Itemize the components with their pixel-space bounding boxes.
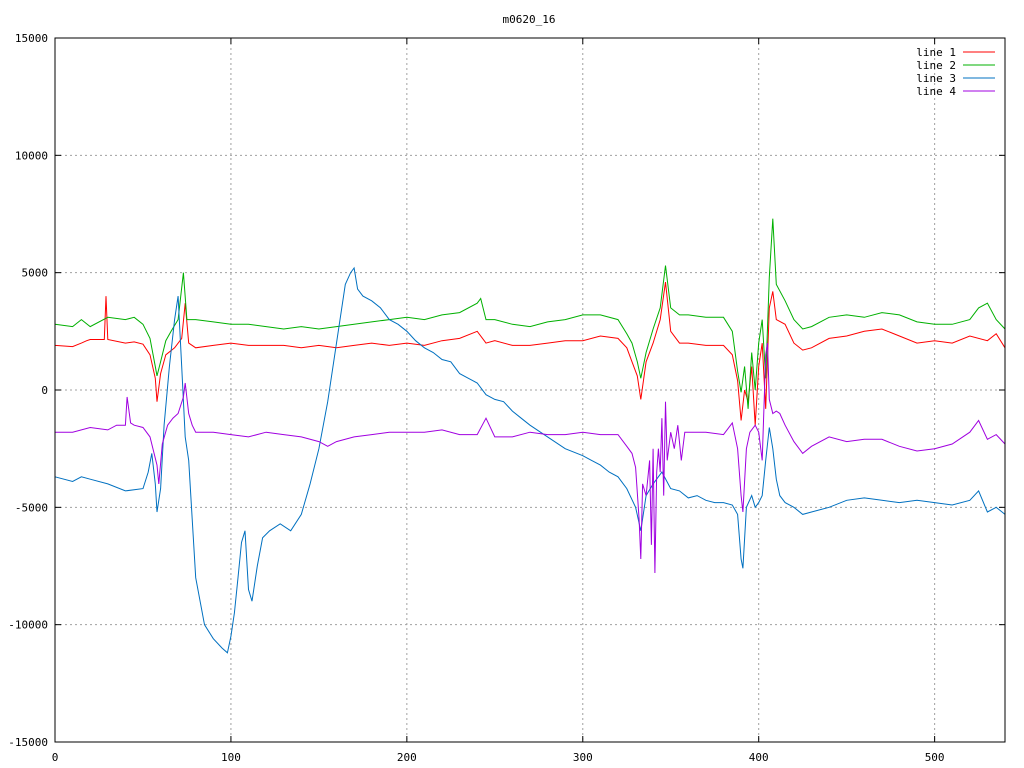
y-tick-label: -10000 xyxy=(8,619,48,632)
x-tick-label: 300 xyxy=(573,751,593,764)
y-tick-label: 10000 xyxy=(15,149,48,162)
chart-title: m0620_16 xyxy=(503,13,556,26)
x-tick-label: 100 xyxy=(221,751,241,764)
legend-label: line 2 xyxy=(916,59,956,72)
x-tick-label: 200 xyxy=(397,751,417,764)
x-tick-label: 500 xyxy=(925,751,945,764)
legend-label: line 4 xyxy=(916,85,956,98)
x-tick-label: 400 xyxy=(749,751,769,764)
y-tick-label: -5000 xyxy=(15,501,48,514)
y-tick-label: -15000 xyxy=(8,736,48,749)
y-tick-label: 5000 xyxy=(22,267,49,280)
y-tick-label: 0 xyxy=(41,384,48,397)
legend-label: line 1 xyxy=(916,46,956,59)
y-tick-label: 15000 xyxy=(15,32,48,45)
x-tick-label: 0 xyxy=(52,751,59,764)
legend-label: line 3 xyxy=(916,72,956,85)
